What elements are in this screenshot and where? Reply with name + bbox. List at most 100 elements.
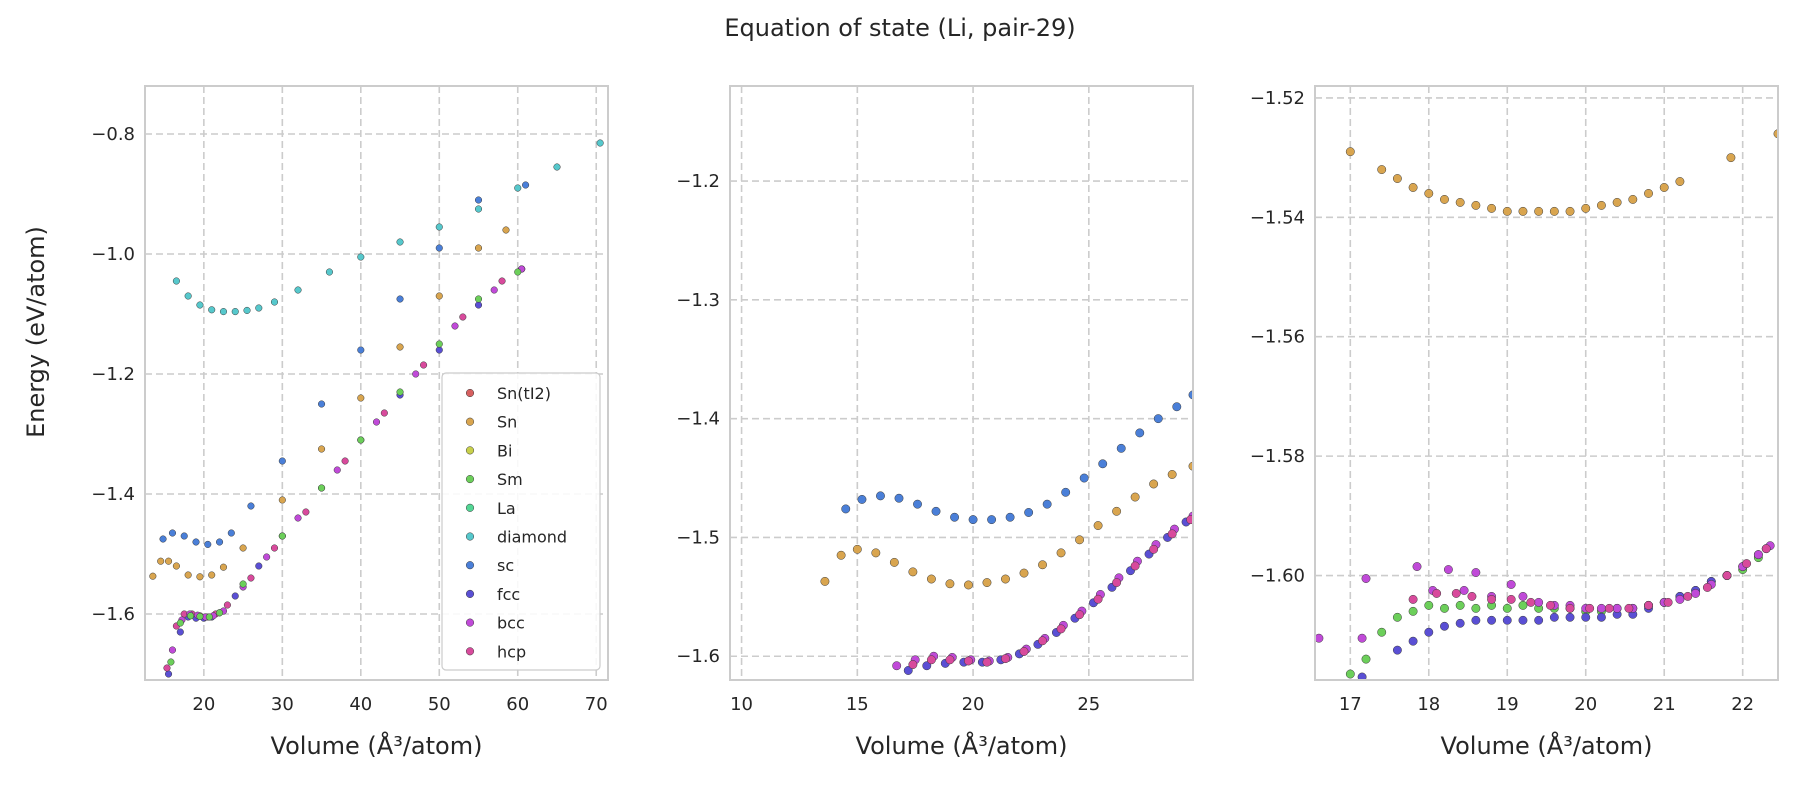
data-point xyxy=(208,571,216,579)
data-point xyxy=(227,529,235,537)
data-point xyxy=(294,286,302,294)
data-point xyxy=(1518,206,1528,216)
plot-area xyxy=(1315,86,1778,680)
legend: Sn(tI2) Sn Bi Sm La diamond sc fcc bcc hcp xyxy=(441,372,601,671)
x-tick-label: 19 xyxy=(1496,694,1519,715)
data-point xyxy=(908,660,918,670)
legend-item: bcc xyxy=(465,614,525,633)
series-sn xyxy=(149,226,510,581)
data-point xyxy=(164,670,173,678)
data-point xyxy=(514,268,522,276)
data-point xyxy=(1098,459,1108,469)
legend-label: bcc xyxy=(497,614,525,633)
data-point xyxy=(922,661,932,671)
data-point xyxy=(1116,443,1126,453)
data-point xyxy=(396,343,404,351)
x-tick-label: 15 xyxy=(846,694,869,715)
data-point xyxy=(263,553,271,561)
figure-title: Equation of state (Li, pair-29) xyxy=(724,14,1075,42)
data-point xyxy=(216,538,224,546)
legend-label: Bi xyxy=(497,441,512,460)
data-point xyxy=(889,557,899,567)
data-point xyxy=(836,550,846,560)
data-point xyxy=(1392,645,1402,655)
data-point xyxy=(1604,603,1614,613)
series-sc xyxy=(159,181,530,548)
y-tick-label: −1.2 xyxy=(676,171,720,192)
legend-label: Sn(tI2) xyxy=(497,384,551,403)
data-point xyxy=(204,540,212,548)
data-point xyxy=(1440,603,1449,613)
data-point xyxy=(278,532,286,540)
data-point xyxy=(474,301,483,309)
data-point xyxy=(1019,647,1029,656)
data-point xyxy=(180,532,188,540)
data-point xyxy=(903,666,913,675)
data-point xyxy=(357,346,365,354)
legend-item: Sn(tI2) xyxy=(465,384,551,403)
data-point xyxy=(196,301,204,309)
data-point xyxy=(894,493,904,503)
data-point xyxy=(1455,197,1465,207)
data-point xyxy=(963,580,973,590)
data-point xyxy=(159,535,167,543)
data-point xyxy=(1659,183,1669,192)
data-point xyxy=(982,578,992,588)
data-point xyxy=(1345,669,1355,679)
data-point xyxy=(1773,129,1778,139)
data-point xyxy=(157,557,165,565)
data-point xyxy=(1019,568,1029,578)
data-point xyxy=(1130,561,1140,571)
legend-item: fcc xyxy=(465,585,520,604)
panel-right: 17 18 19 20 21 22 −1.60 −1.58 −1.56 −1.54 −1.52 Vol… xyxy=(1250,85,1779,760)
data-point xyxy=(1506,580,1516,589)
data-point xyxy=(1172,402,1182,412)
data-point xyxy=(1357,633,1367,643)
legend-label: fcc xyxy=(497,585,520,604)
legend-item: diamond xyxy=(465,528,567,547)
legend-marker xyxy=(465,647,475,656)
data-point xyxy=(820,576,830,586)
data-point xyxy=(459,313,467,321)
data-point xyxy=(270,298,279,306)
data-point xyxy=(1408,594,1418,604)
y-tick-label: −1.0 xyxy=(91,244,135,265)
data-point xyxy=(1093,521,1103,531)
legend-marker xyxy=(465,475,475,484)
x-tick-label: 22 xyxy=(1731,694,1754,715)
x-tick-label: 40 xyxy=(349,694,372,715)
data-point xyxy=(1506,594,1516,604)
x-axis-label: Volume (Å³/atom) xyxy=(271,731,483,760)
legend-marker xyxy=(465,388,475,398)
data-point xyxy=(1408,636,1418,646)
data-point xyxy=(149,572,157,580)
data-point xyxy=(208,306,216,314)
data-point xyxy=(1075,535,1085,545)
data-point xyxy=(168,646,177,654)
data-point xyxy=(223,601,231,609)
x-tick-label: 17 xyxy=(1339,694,1362,715)
data-point xyxy=(1149,544,1159,554)
data-point xyxy=(278,457,286,465)
data-point xyxy=(1408,183,1418,192)
data-point xyxy=(247,502,255,510)
data-point xyxy=(945,655,955,665)
series-layer xyxy=(149,139,604,678)
data-point xyxy=(435,346,443,354)
data-point xyxy=(172,277,180,285)
series-diamond xyxy=(172,139,604,316)
data-point xyxy=(1130,492,1140,502)
data-point xyxy=(1683,591,1693,601)
data-point xyxy=(333,466,341,474)
data-point xyxy=(1753,550,1763,560)
data-point xyxy=(1455,618,1465,628)
data-point xyxy=(498,277,506,285)
data-point xyxy=(1545,600,1555,610)
data-point xyxy=(247,574,255,582)
data-point xyxy=(892,661,902,671)
y-tick-label: −1.2 xyxy=(91,364,135,385)
data-point xyxy=(1459,586,1469,595)
data-point xyxy=(1518,615,1528,625)
legend-marker xyxy=(465,561,475,570)
data-point xyxy=(318,445,326,453)
